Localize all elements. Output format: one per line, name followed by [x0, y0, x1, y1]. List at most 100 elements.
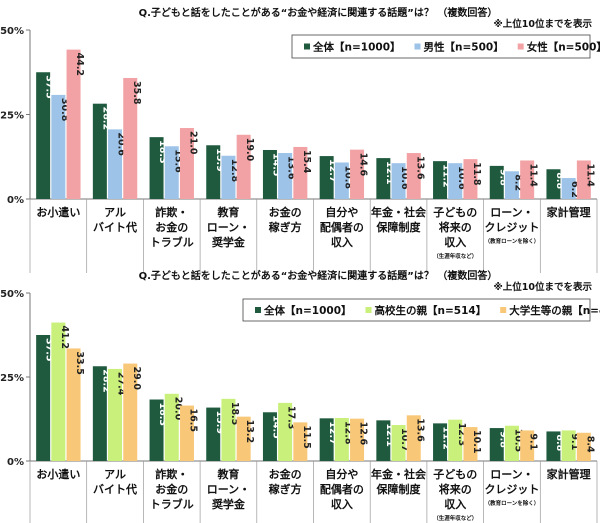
bar	[319, 418, 334, 461]
bar	[36, 72, 51, 199]
data-label: 18.5	[229, 402, 240, 425]
data-label: 9.1	[569, 433, 580, 450]
category-label: 年金・社会	[371, 205, 427, 219]
data-label: 27.4	[116, 372, 127, 396]
category-label: お金の	[155, 220, 188, 234]
category-label: バイト代	[93, 220, 137, 234]
data-label: 44.2	[74, 53, 85, 76]
y-tick-label: 50%	[0, 26, 24, 37]
bar	[179, 128, 194, 199]
data-label: 8.8	[554, 434, 565, 451]
category-label: 奨学金	[211, 497, 246, 511]
chart-note: ※上位10位までを表示	[494, 281, 593, 293]
bar	[278, 153, 293, 199]
data-label: 11.4	[584, 163, 595, 187]
data-label: 10.7	[399, 428, 410, 451]
bar	[221, 155, 236, 199]
y-tick-label: 0%	[7, 457, 24, 468]
category-label: 配偶者の	[320, 220, 364, 234]
data-label: 30.8	[59, 98, 70, 122]
bar	[391, 425, 406, 461]
bar	[236, 134, 251, 199]
category-label: 子どもの	[433, 468, 477, 481]
bar	[319, 156, 334, 199]
category-label: 保障制度	[376, 220, 422, 234]
category-label: 稼ぎ方	[269, 220, 302, 234]
bar	[504, 171, 519, 199]
category-label: 子どもの	[433, 206, 477, 219]
category-label: ローン・	[490, 468, 533, 481]
category-label: お金の	[269, 205, 302, 219]
data-label: 12.8	[229, 159, 240, 183]
legend-label: 男性【n=500】	[424, 41, 504, 54]
data-label: 15.4	[301, 150, 312, 174]
data-label: 15.6	[172, 149, 183, 173]
bar	[206, 407, 221, 461]
y-tick-label: 0%	[7, 195, 24, 206]
bar	[463, 159, 478, 199]
bar	[334, 417, 349, 461]
data-label: 19.0	[244, 138, 255, 162]
data-label: 12.7	[327, 159, 338, 182]
bar	[576, 432, 591, 461]
category-label: 将来の	[439, 482, 472, 496]
bar	[36, 335, 51, 461]
data-label: 14.6	[358, 153, 369, 177]
category-label: 家計管理	[547, 205, 591, 219]
legend-box	[291, 34, 591, 59]
data-label: 18.3	[157, 140, 168, 163]
data-label: 13.6	[286, 156, 297, 180]
bar	[149, 399, 164, 461]
category-label: 収入	[444, 498, 466, 511]
data-label: 9.1	[528, 433, 539, 450]
bar	[66, 49, 81, 199]
category-label: 将来の	[439, 220, 472, 234]
bar	[463, 427, 478, 461]
data-label: 15.9	[214, 411, 225, 434]
legend-swatch	[414, 43, 421, 50]
bar	[576, 160, 591, 199]
data-label: 11.4	[528, 163, 539, 187]
category-label: 教育	[216, 205, 239, 219]
category-label: ローン・	[207, 483, 250, 496]
category-sublabel: （教育ローンを除く）	[485, 499, 540, 507]
bar	[520, 160, 535, 199]
data-label: 12.6	[358, 422, 369, 446]
category-label: トラブル	[150, 235, 194, 249]
data-label: 28.2	[100, 107, 111, 130]
bar	[406, 415, 421, 461]
bar	[92, 103, 107, 199]
category-label: 年金・社会	[371, 467, 427, 481]
data-label: 15.9	[214, 148, 225, 171]
data-label: 12.7	[327, 421, 338, 444]
data-label: 14.5	[270, 415, 281, 438]
y-tick-label: 50%	[0, 289, 24, 300]
chart-title: Q.子どもと話をしたことがある“お金や経済に関連する話題”は？ （複数回答）	[139, 6, 498, 19]
data-label: 14.5	[270, 153, 281, 176]
data-label: 13.6	[414, 418, 425, 442]
bar	[108, 368, 123, 461]
legend-swatch	[517, 43, 524, 50]
data-label: 9.8	[497, 169, 508, 186]
data-label: 8.4	[584, 436, 595, 453]
data-label: 10.6	[399, 166, 410, 190]
legend-label: 女性【n=500】	[527, 41, 600, 54]
category-label: バイト代	[93, 482, 137, 496]
data-label: 37.5	[44, 75, 55, 98]
category-sublabel: （生涯年収など）	[433, 252, 477, 260]
category-label: 稼ぎ方	[269, 482, 302, 496]
bar	[520, 430, 535, 461]
legend-swatch	[304, 43, 310, 50]
data-label: 20.6	[116, 132, 127, 156]
data-label: 10.8	[342, 165, 353, 189]
data-label: 16.5	[187, 409, 198, 432]
data-label: 11.8	[471, 162, 482, 186]
bar	[92, 366, 107, 461]
legend-label: 全体【n=1000】	[312, 41, 401, 54]
legend-label: 高校生の親【n=514】	[375, 304, 487, 317]
category-label: 奨学金	[211, 235, 246, 249]
bar	[236, 416, 251, 461]
bar	[262, 149, 277, 199]
bar	[51, 322, 66, 461]
category-label: ローン・	[207, 221, 250, 234]
